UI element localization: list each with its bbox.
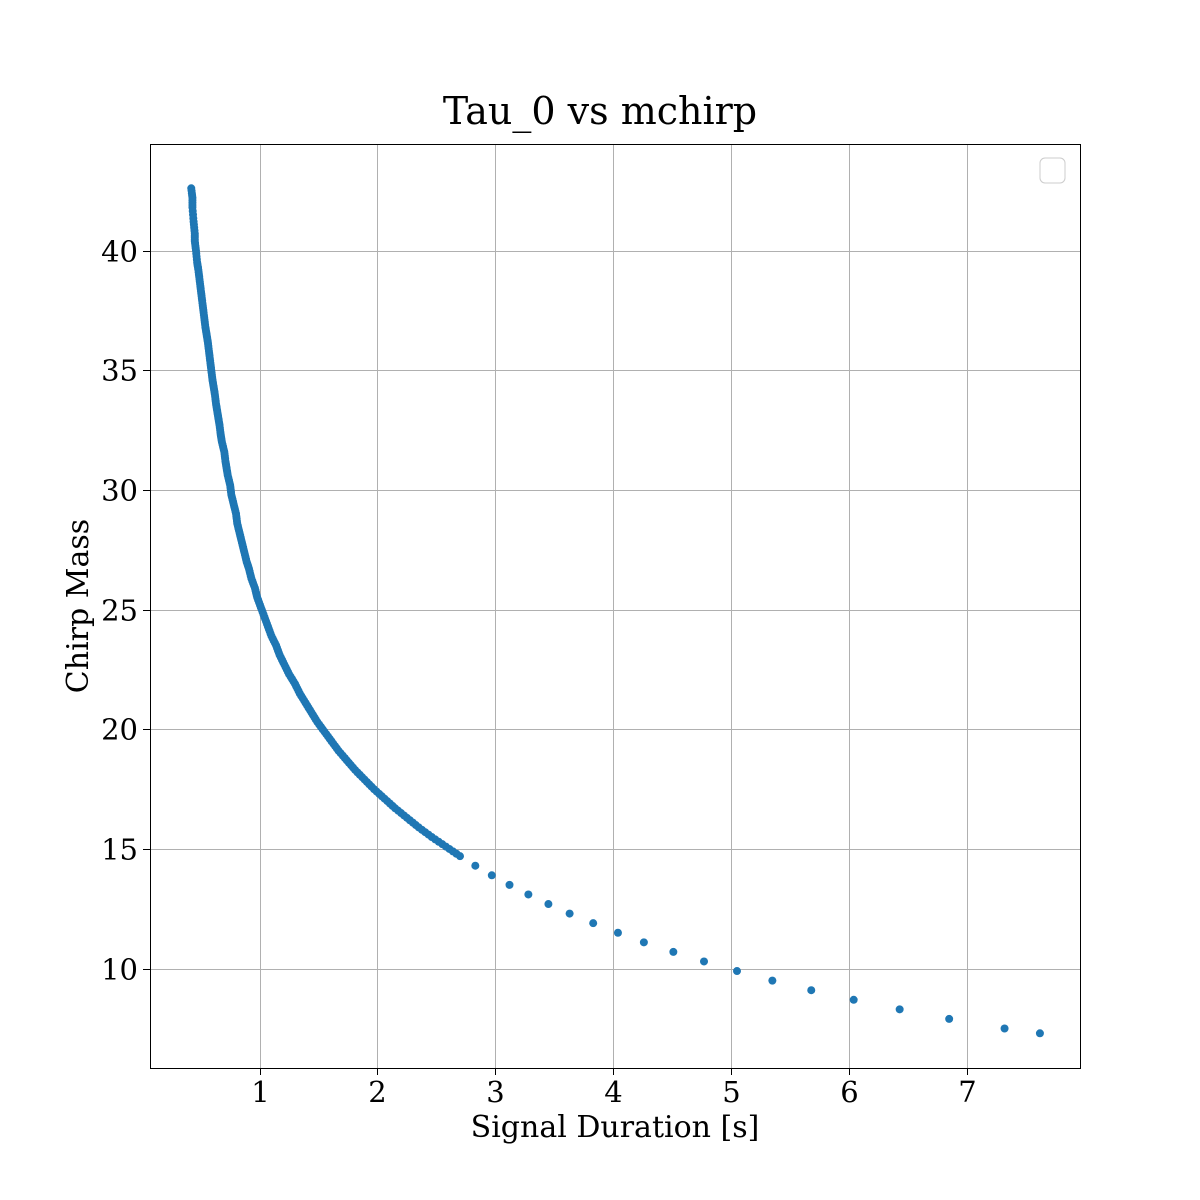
data-point [807,986,816,995]
plot-frame [150,144,1081,1069]
y-tick-label: 20 [101,713,138,747]
data-point [487,871,496,880]
x-tick-label: 7 [958,1075,976,1109]
data-point [456,852,464,861]
x-tick-label: 6 [840,1075,858,1109]
y-tick-label: 10 [101,953,138,987]
data-point [849,995,858,1004]
x-axis-label: Signal Duration [s] [471,1110,760,1145]
data-point [589,919,598,928]
x-tick-label: 3 [486,1075,504,1109]
y-tick-label: 15 [101,833,138,867]
data-point [732,967,741,976]
data-point [895,1005,904,1014]
data-point [613,928,622,937]
grid-lines [150,144,1080,1068]
y-axis-label: Chirp Mass [61,519,96,693]
y-tick-label: 30 [101,474,138,508]
data-point [768,976,777,985]
x-tick-label: 2 [368,1075,386,1109]
data-point [1035,1029,1044,1038]
data-point [669,947,678,956]
chart-title: Tau_0 vs mchirp [443,89,757,134]
data-point [1000,1024,1009,1033]
data-point [544,900,553,909]
data-point [699,957,708,966]
data-point [565,909,574,918]
y-tick-label: 40 [101,235,138,269]
x-tick-label: 1 [251,1075,269,1109]
x-tick-label: 5 [722,1075,740,1109]
data-point [639,938,648,947]
data-points [187,184,1044,1038]
axis-ticks: 1 2 3 4 5 6 7 10 15 20 25 30 35 40 [101,235,977,1110]
y-tick-label: 25 [101,594,138,628]
x-tick-label: 4 [604,1075,622,1109]
y-tick-label: 35 [101,354,138,388]
data-point [505,880,514,889]
data-point [524,890,533,899]
legend [1039,157,1066,184]
data-point [945,1014,954,1023]
data-point [471,861,480,870]
